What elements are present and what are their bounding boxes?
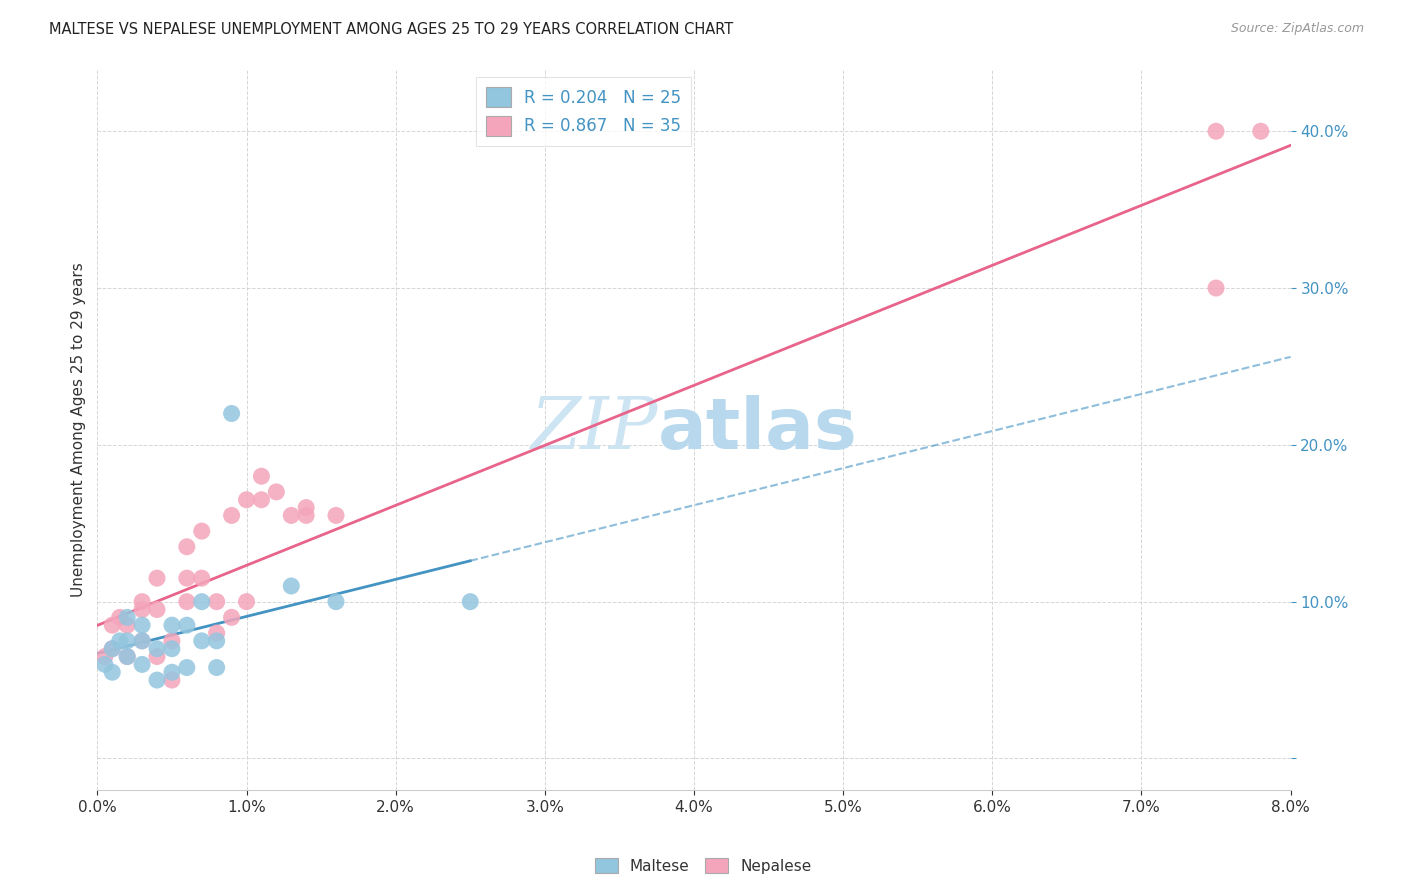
Point xyxy=(221,407,243,421)
Point xyxy=(176,595,198,609)
Point xyxy=(115,633,138,648)
Point xyxy=(235,492,257,507)
Point xyxy=(146,641,169,656)
Point xyxy=(108,610,131,624)
Point xyxy=(205,626,228,640)
Point xyxy=(1205,124,1227,138)
Point xyxy=(176,540,198,554)
Y-axis label: Unemployment Among Ages 25 to 29 years: Unemployment Among Ages 25 to 29 years xyxy=(72,262,86,597)
Point xyxy=(205,633,228,648)
Point xyxy=(190,595,212,609)
Point xyxy=(115,649,138,664)
Point xyxy=(101,641,124,656)
Legend: R = 0.204   N = 25, R = 0.867   N = 35: R = 0.204 N = 25, R = 0.867 N = 35 xyxy=(475,77,692,146)
Point xyxy=(160,618,183,632)
Text: Source: ZipAtlas.com: Source: ZipAtlas.com xyxy=(1230,22,1364,36)
Point xyxy=(115,610,138,624)
Point xyxy=(146,673,169,687)
Point xyxy=(221,610,243,624)
Point xyxy=(131,633,153,648)
Point xyxy=(250,469,273,483)
Point xyxy=(205,660,228,674)
Point xyxy=(280,508,302,523)
Text: MALTESE VS NEPALESE UNEMPLOYMENT AMONG AGES 25 TO 29 YEARS CORRELATION CHART: MALTESE VS NEPALESE UNEMPLOYMENT AMONG A… xyxy=(49,22,734,37)
Point xyxy=(94,649,117,664)
Point xyxy=(325,595,347,609)
Point xyxy=(458,595,481,609)
Point xyxy=(160,673,183,687)
Point xyxy=(295,508,318,523)
Point xyxy=(146,602,169,616)
Point xyxy=(176,660,198,674)
Point xyxy=(1205,281,1227,295)
Text: ZIP: ZIP xyxy=(531,394,658,465)
Point xyxy=(131,657,153,672)
Point xyxy=(190,633,212,648)
Point xyxy=(190,571,212,585)
Point xyxy=(295,500,318,515)
Point xyxy=(280,579,302,593)
Point xyxy=(131,602,153,616)
Point xyxy=(176,571,198,585)
Point xyxy=(108,633,131,648)
Point xyxy=(101,665,124,680)
Point xyxy=(160,665,183,680)
Point xyxy=(325,508,347,523)
Point xyxy=(266,484,288,499)
Point xyxy=(101,641,124,656)
Point xyxy=(160,633,183,648)
Point xyxy=(146,571,169,585)
Point xyxy=(131,633,153,648)
Point xyxy=(115,618,138,632)
Point xyxy=(94,657,117,672)
Point xyxy=(1250,124,1272,138)
Point xyxy=(235,595,257,609)
Point xyxy=(190,524,212,538)
Point xyxy=(176,618,198,632)
Legend: Maltese, Nepalese: Maltese, Nepalese xyxy=(589,852,817,880)
Point xyxy=(221,508,243,523)
Point xyxy=(146,649,169,664)
Point xyxy=(205,595,228,609)
Point xyxy=(101,618,124,632)
Point xyxy=(115,649,138,664)
Point xyxy=(160,641,183,656)
Text: atlas: atlas xyxy=(658,394,858,464)
Point xyxy=(131,618,153,632)
Point xyxy=(131,595,153,609)
Point xyxy=(250,492,273,507)
